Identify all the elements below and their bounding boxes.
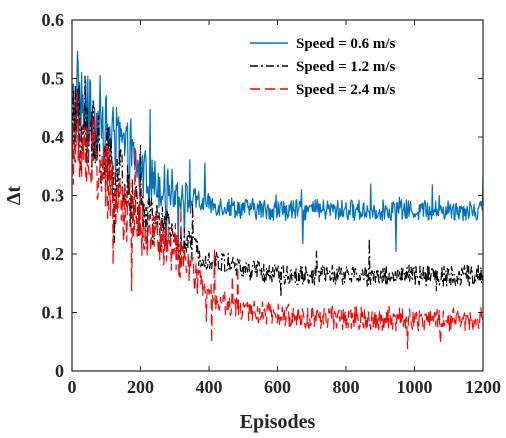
y-tick-label: 0.3: [42, 186, 65, 206]
y-tick-label: 0.5: [42, 69, 65, 89]
x-tick-label: 800: [333, 377, 360, 397]
x-tick-label: 1200: [465, 377, 501, 397]
x-tick-label: 1000: [397, 377, 433, 397]
series-layer: [72, 50, 483, 350]
legend-label: Speed = 0.6 m/s: [296, 36, 396, 52]
series-line: [72, 91, 483, 350]
y-tick-label: 0.4: [42, 127, 65, 147]
legend-entries: Speed = 0.6 m/s Speed = 1.2 m/s Speed = 2.…: [250, 36, 396, 98]
y-axis-title: Δt: [3, 186, 25, 206]
x-tick-label: 400: [196, 377, 223, 397]
x-axis-title: Episodes: [240, 411, 316, 433]
y-tick-label: 0.1: [42, 303, 65, 323]
ticks-layer: 0 200 400 600 800 1000 1200 0 0.1 0.2 0.3 0.4 0.5 0.6: [42, 10, 502, 397]
y-tick-label: 0.2: [42, 244, 65, 264]
x-tick-label: 0: [68, 377, 77, 397]
legend-label: Speed = 2.4 m/s: [296, 82, 396, 98]
y-tick-label: 0.6: [42, 10, 65, 30]
legend-label: Speed = 1.2 m/s: [296, 59, 396, 75]
x-tick-label: 600: [264, 377, 291, 397]
y-tick-label: 0: [55, 361, 64, 381]
x-tick-label: 200: [127, 377, 154, 397]
series-line: [72, 75, 483, 298]
legend: Speed = 0.6 m/s Speed = 1.2 m/s Speed = 2.…: [246, 30, 477, 104]
